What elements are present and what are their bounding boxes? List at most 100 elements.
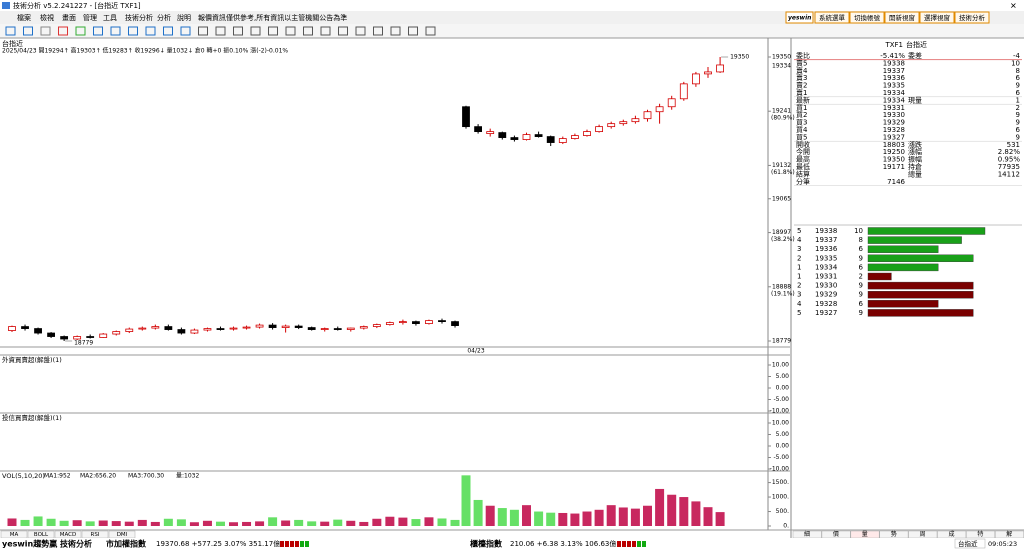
candle-body [359, 326, 368, 329]
toolbar-icon[interactable] [320, 26, 331, 36]
toolbar-icon[interactable] [233, 26, 243, 36]
notice: 報價資訊僅供參考,所有資訊以主管機關公告為準 [198, 13, 347, 22]
toolbar-icon[interactable] [58, 26, 68, 36]
menu-item[interactable]: 說明 [177, 13, 191, 22]
quote-value: 1 [1016, 96, 1020, 104]
menu-button[interactable]: 切換帳號 [854, 13, 881, 22]
detail-tab[interactable]: 周 [920, 531, 926, 538]
menu-item[interactable]: 工具 [103, 14, 117, 22]
menu-button-box[interactable] [814, 11, 850, 24]
panel-title: VOL(5,10,20) [2, 472, 45, 480]
toolbar-icon[interactable] [145, 26, 156, 36]
toolbar-icon[interactable] [5, 26, 16, 36]
menu-item[interactable]: 技術分析 [125, 13, 153, 22]
toolbar-icon[interactable] [303, 26, 313, 36]
depth-bar [867, 291, 974, 299]
volume-bar [509, 509, 519, 526]
detail-tab[interactable]: 價 [833, 530, 839, 538]
candle-body [307, 327, 316, 330]
quote-label: 總量 [908, 169, 922, 178]
menu-button-box[interactable] [884, 11, 920, 24]
volume-bar [558, 512, 568, 526]
toolbar-icon[interactable] [93, 26, 103, 36]
menu-item[interactable]: 管理 [83, 13, 97, 22]
logo: yeswin [788, 15, 811, 22]
toolbar-icon[interactable] [163, 26, 173, 36]
depth-bar [867, 309, 974, 317]
detail-tab[interactable]: 勢 [891, 530, 897, 538]
quote-label: 賣1 [796, 88, 807, 97]
candle-body [86, 336, 95, 338]
detail-tab[interactable]: 細 [804, 530, 810, 538]
toolbar-icon[interactable] [75, 26, 86, 36]
menu-button-box[interactable] [919, 11, 955, 24]
indicator-tab[interactable]: MACD [60, 532, 77, 538]
menu-button[interactable]: 選擇視窗 [924, 13, 950, 22]
quote-label: 持倉 [908, 162, 922, 171]
toolbar-icon[interactable] [128, 26, 138, 36]
menu-bar [0, 11, 1024, 24]
status-bar [0, 538, 1024, 549]
quote-value: 19337 [883, 67, 905, 75]
quote-value: 2 [1016, 104, 1020, 112]
detail-tab[interactable]: 解 [1006, 530, 1012, 538]
candle-body [229, 327, 238, 330]
volume-bar [606, 505, 616, 526]
detail-tab[interactable]: 量 [862, 531, 868, 538]
indicator-tab[interactable]: RSI [91, 532, 100, 538]
toolbar-icon[interactable] [338, 26, 348, 36]
y-tick-label: -10.00 [770, 408, 790, 415]
toolbar-icon[interactable] [180, 26, 191, 36]
detail-tab[interactable]: 成 [948, 530, 954, 538]
volume-bar [450, 519, 460, 526]
toolbar-icon[interactable] [390, 26, 401, 36]
candle-body [34, 328, 42, 334]
quote-value: 77935 [998, 163, 1020, 171]
menu-item[interactable]: 檔案 [17, 13, 31, 22]
menu-item[interactable]: 檢視 [40, 13, 54, 22]
menu-button-box[interactable] [849, 11, 885, 24]
toolbar-icon[interactable] [408, 26, 418, 36]
volume-bar [570, 513, 580, 526]
toolbar-icon[interactable] [250, 26, 261, 36]
quote-label: 買2 [796, 111, 807, 119]
menu-button-box[interactable] [954, 11, 990, 24]
depth-qty: 6 [859, 245, 864, 253]
close-button[interactable]: ✕ [1010, 2, 1017, 11]
quote-symbol: TXF1 [884, 41, 903, 49]
indicator-tab[interactable]: MA [10, 532, 19, 538]
volume-bar [522, 505, 531, 526]
menu-item[interactable]: 分析 [157, 13, 171, 22]
indicator-tab[interactable]: BOLL [34, 532, 49, 538]
volume-bar [473, 499, 483, 526]
toolbar-icon[interactable] [198, 26, 208, 36]
toolbar-icon[interactable] [425, 26, 436, 36]
menu-button[interactable]: 系統選單 [819, 13, 846, 22]
toolbar-icon[interactable] [373, 26, 383, 36]
toolbar-icon[interactable] [23, 26, 33, 36]
quote-value: 7146 [887, 178, 905, 186]
indicator-tab[interactable]: DMI [117, 532, 128, 538]
menu-button[interactable]: 技術分析 [959, 13, 986, 22]
menu-button[interactable]: 開新視窗 [889, 13, 915, 22]
toolbar-icon[interactable] [285, 26, 296, 36]
candle-body [125, 328, 134, 332]
toolbar-icon[interactable] [110, 26, 121, 36]
detail-tab[interactable]: 特 [977, 530, 983, 538]
volume-bar [281, 520, 291, 526]
quote-label: 分筆 [796, 177, 810, 186]
depth-bar [867, 263, 939, 272]
volume-bar [437, 518, 447, 526]
candle-body [268, 324, 277, 328]
toolbar-icon[interactable] [215, 26, 226, 36]
volume-bar [85, 521, 95, 526]
toolbar-icon[interactable] [268, 26, 278, 36]
trend-block [632, 541, 636, 547]
quote-value: 6 [1016, 89, 1021, 97]
toolbar-icon[interactable] [355, 26, 366, 36]
legend-item: MA2:656.20 [80, 473, 116, 480]
menu-item[interactable]: 畫面 [62, 13, 76, 22]
volume-bar [33, 516, 43, 526]
depth-price: 19334 [815, 263, 838, 271]
toolbar-icon[interactable] [40, 26, 51, 36]
